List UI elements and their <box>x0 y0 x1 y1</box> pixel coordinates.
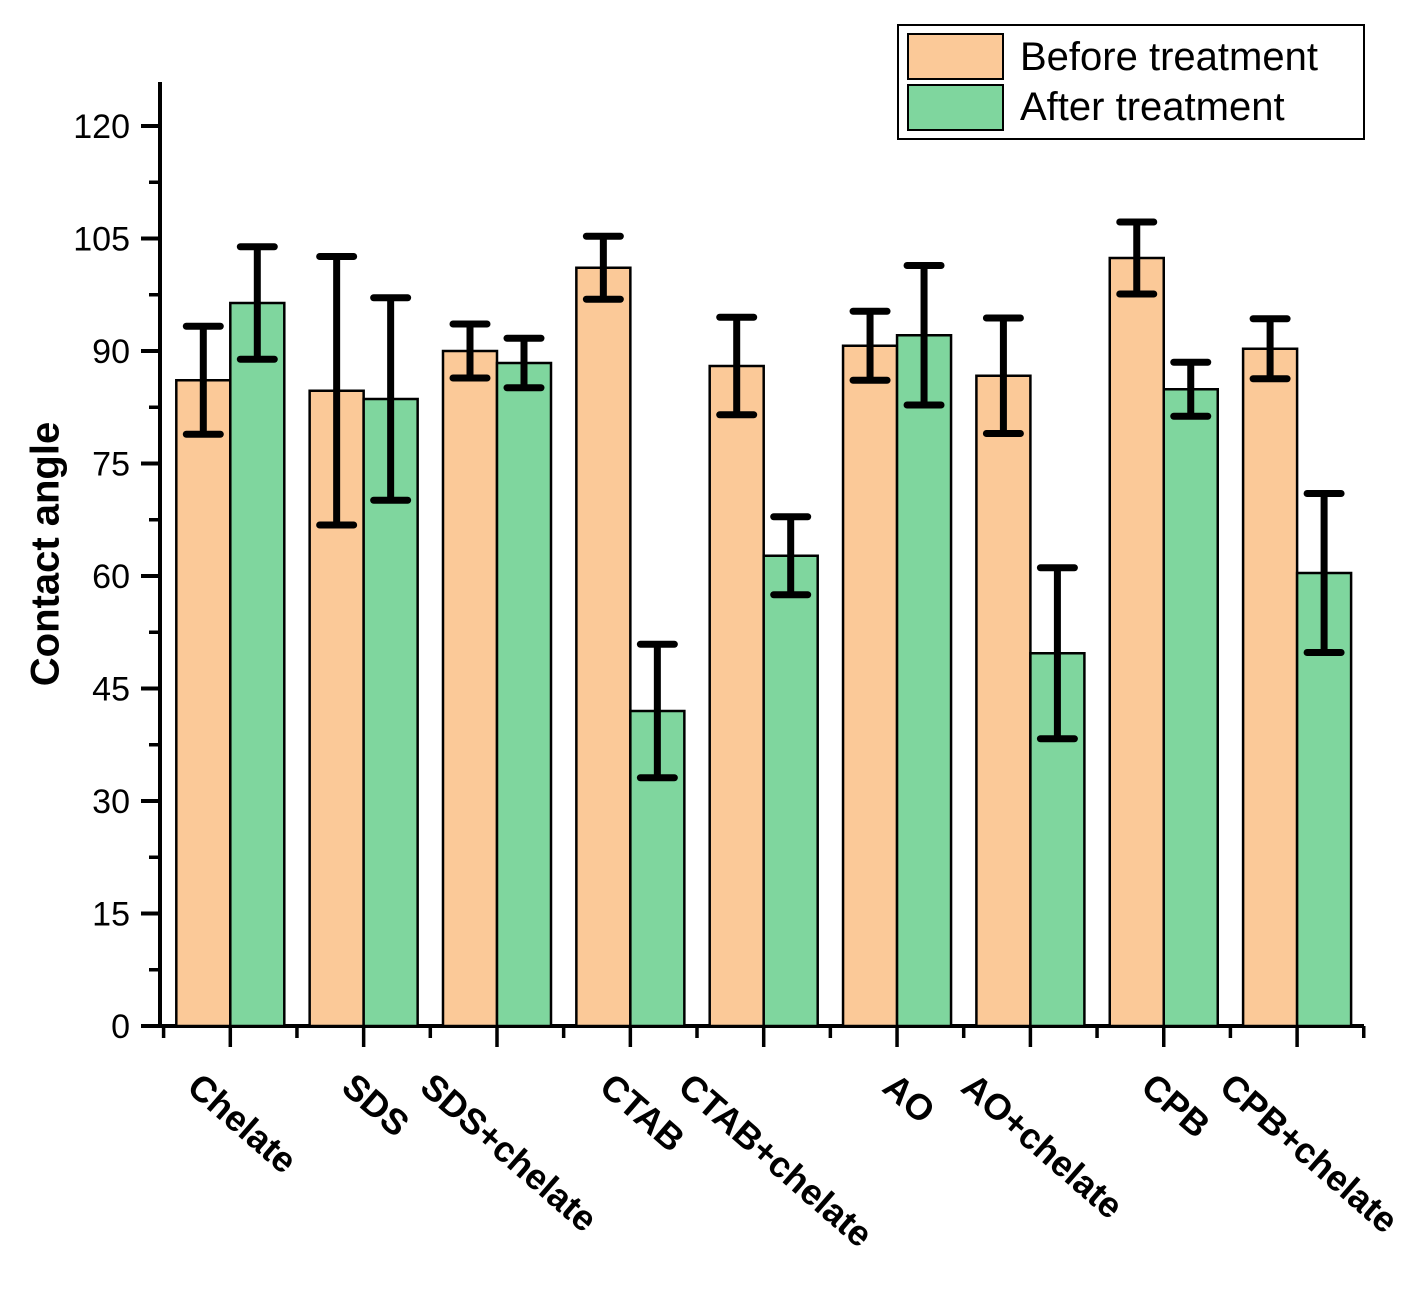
bar-after-sds+chelate <box>495 361 553 1028</box>
x-category-label: CPB <box>1134 1065 1218 1146</box>
y-tick-label: 105 <box>73 220 130 258</box>
x-category-label: CTAB <box>592 1065 692 1160</box>
legend-label-after: After treatment <box>1020 85 1285 130</box>
y-tick-label: 60 <box>92 558 130 596</box>
legend-label-before: Before treatment <box>1020 34 1318 79</box>
bar-before-cpb <box>1108 256 1165 1028</box>
bar-before-ao <box>841 344 899 1028</box>
y-tick-label: 0 <box>111 1008 130 1046</box>
bar-before-sds+chelate <box>441 349 499 1028</box>
bar-after-cpb <box>1162 388 1219 1028</box>
y-axis-title: Contact angle <box>23 421 68 687</box>
x-category-label: SDS <box>334 1065 417 1145</box>
x-category-label: AO+chelate <box>954 1065 1131 1227</box>
y-tick-label: 120 <box>73 108 130 146</box>
bar-before-ctab <box>575 266 632 1028</box>
legend-swatch-after <box>907 83 1004 131</box>
x-category-label: AO <box>875 1065 943 1131</box>
bar-after-chelate <box>229 301 286 1028</box>
y-tick-label: 30 <box>92 783 130 821</box>
x-category-label: SDS+chelate <box>413 1065 605 1240</box>
bar-before-ctab+chelate <box>708 364 765 1028</box>
x-category-label: CPB+chelate <box>1212 1065 1406 1241</box>
bar-before-cpb+chelate <box>1241 347 1299 1028</box>
bar-before-chelate <box>175 379 232 1028</box>
x-category-label: Chelate <box>180 1065 305 1181</box>
y-tick-label: 45 <box>92 670 130 708</box>
y-tick-label: 15 <box>92 895 130 933</box>
bar-before-ao+chelate <box>975 374 1032 1028</box>
legend-swatch-before <box>907 33 1004 81</box>
y-tick-label: 75 <box>92 445 130 483</box>
legend-item-before-treatment: Before treatment <box>907 33 1355 81</box>
bar-after-ctab+chelate <box>762 554 819 1028</box>
bar-after-ao <box>895 334 953 1028</box>
legend-item-after-treatment: After treatment <box>907 83 1355 131</box>
legend: Before treatment After treatment <box>897 24 1365 140</box>
y-tick-label: 90 <box>92 333 130 371</box>
x-category-label: CTAB+chelate <box>671 1065 881 1255</box>
